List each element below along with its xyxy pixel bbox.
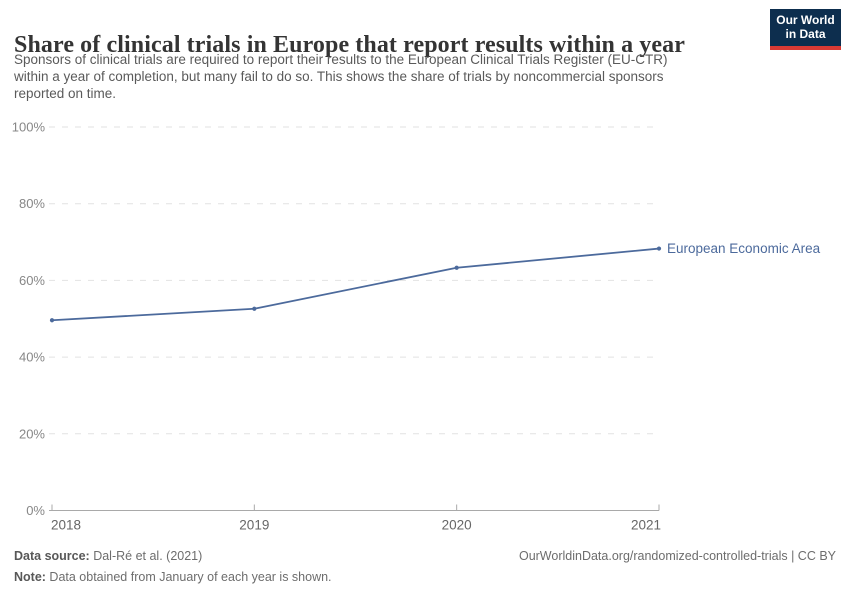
line-series [51,247,660,322]
chart-subtitle: Sponsors of clinical trials are required… [14,51,759,102]
note-label: Note: [14,570,46,584]
y-tick-label: 100% [12,120,46,135]
y-tick-label: 60% [19,273,45,288]
data-source-value: Dal-Ré et al. (2021) [89,549,203,563]
subtitle-line: Sponsors of clinical trials are required… [14,52,668,67]
data-point [454,265,459,270]
y-tick-label: 40% [19,350,45,365]
page-title: Share of clinical trials in Europe that … [14,32,686,59]
owid-logo: Our World in Data [770,9,841,50]
y-tick-label: 0% [26,503,45,518]
note-row: Note: Data obtained from January of each… [14,569,836,585]
subtitle-line: reported on time. [14,86,117,101]
y-tick-label: 20% [19,426,45,441]
y-tick-label: 80% [19,196,45,211]
series-label: European Economic Area [667,241,821,256]
x-tick-label: 2021 [631,518,661,533]
chart-footer: Data source: Dal-Ré et al. (2021) OurWor… [14,548,836,585]
note-value: Data obtained from January of each year … [45,570,332,584]
data-source-label: Data source: [14,549,90,563]
logo-text-line2: in Data [785,26,826,41]
source-row: Data source: Dal-Ré et al. (2021) OurWor… [14,548,836,564]
data-point [49,318,55,323]
owid-link: OurWorldinData.org/randomized-controlled… [518,549,836,563]
data-source: Data source: Dal-Ré et al. (2021) [14,548,202,564]
data-point [656,246,662,251]
x-tick-label: 2019 [239,518,269,533]
subtitle-line: within a year of completion, but many fa… [14,69,664,84]
data-point [252,306,257,311]
logo-text-line1: Our World [776,13,835,27]
x-tick-label: 2020 [442,518,472,533]
x-tick-label: 2018 [51,518,81,533]
line-chart: 0% 20% 40% 60% 80% 100% 2018 2019 2020 2021 Europe… [12,120,821,533]
